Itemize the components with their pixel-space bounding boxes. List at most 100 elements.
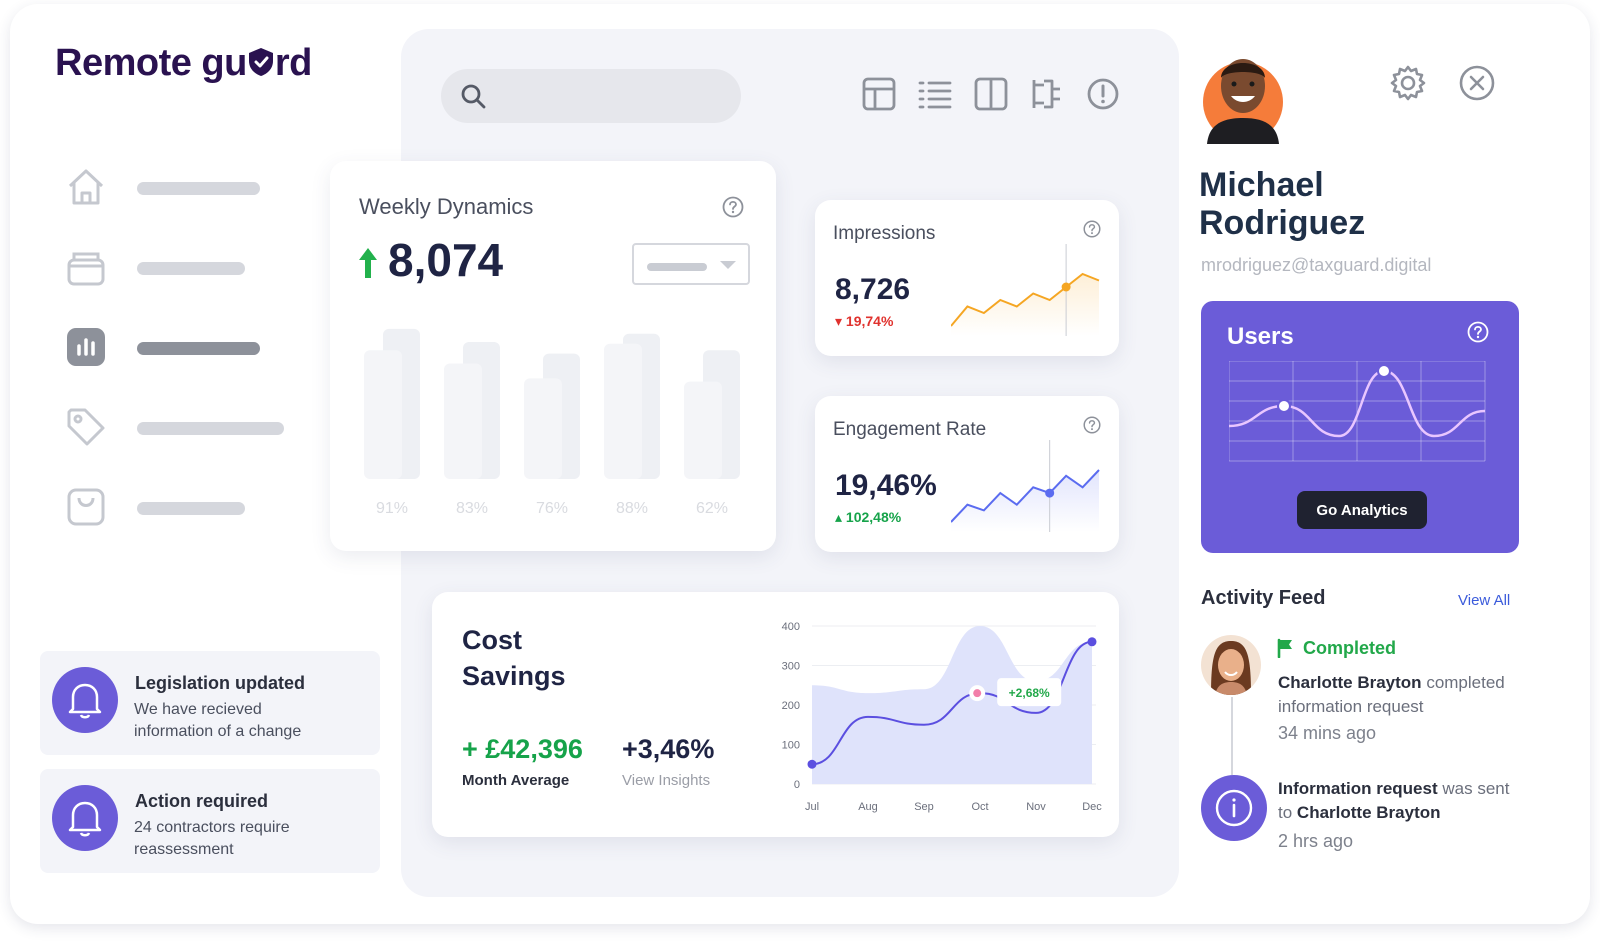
cost-savings-chart: 400 300 200 100 0 Jul Aug Sep Oct Nov Dec +2,68% xyxy=(782,621,1103,813)
sidebar-item-analytics[interactable] xyxy=(65,326,305,370)
line-point[interactable] xyxy=(1087,637,1097,647)
sidebar-item-tags[interactable] xyxy=(65,406,305,450)
sidebar-item-label xyxy=(137,182,260,195)
users-title: Users xyxy=(1227,323,1294,350)
sparkline-area xyxy=(951,470,1099,532)
x-tick-label: Sep xyxy=(914,801,934,813)
avatar[interactable] xyxy=(1201,635,1261,695)
close-icon[interactable] xyxy=(1458,64,1496,102)
weekly-bar-front xyxy=(604,343,642,479)
feed-user[interactable]: Charlotte Brayton xyxy=(1296,803,1441,822)
name-line: Michael xyxy=(1199,166,1324,204)
cost-savings-card: Cost Savings + £42,396 Month Average +3,4… xyxy=(432,592,1119,837)
table-view-icon[interactable] xyxy=(862,77,896,111)
sidebar-item-label xyxy=(137,342,260,355)
weekly-bar-front xyxy=(444,363,482,479)
y-tick-label: 0 xyxy=(794,779,800,791)
search-input[interactable] xyxy=(497,79,727,113)
users-point[interactable] xyxy=(1377,364,1391,378)
gear-icon[interactable] xyxy=(1389,64,1427,102)
delta-value: 102,48% xyxy=(845,509,902,525)
card-title: Weekly Dynamics xyxy=(359,194,534,219)
line-point[interactable] xyxy=(807,759,817,769)
x-tick-label: Aug xyxy=(858,801,878,813)
notification-text: 24 contractors require reassessment xyxy=(134,817,364,861)
impressions-value: 8,726 xyxy=(835,273,911,306)
sidebar-item-storage[interactable] xyxy=(65,246,305,290)
notification-action[interactable]: Action required 24 contractors require re… xyxy=(40,769,380,873)
hover-dot xyxy=(973,689,982,698)
notification-text: We have recieved information of a change xyxy=(134,699,364,743)
caret-up-icon: ▴ xyxy=(835,509,846,525)
tag-icon xyxy=(67,408,105,446)
x-tick-label: Oct xyxy=(971,801,988,813)
weekly-bar-label: 88% xyxy=(616,500,648,517)
help-icon[interactable] xyxy=(1083,220,1101,238)
app-frame: Remote gu rd Legislation updated We have … xyxy=(10,4,1590,924)
chart-tooltip xyxy=(997,678,1062,707)
notification-legislation[interactable]: Legislation updated We have recieved info… xyxy=(40,651,380,755)
logo: Remote gu rd xyxy=(55,42,312,85)
sidebar-item-home[interactable] xyxy=(65,166,305,210)
x-tick-label: Nov xyxy=(1026,801,1046,813)
weekly-bar-label: 62% xyxy=(696,500,728,517)
profile-name: Michael Rodriguez xyxy=(1199,166,1365,242)
info-icon xyxy=(1201,775,1267,841)
home-icon xyxy=(68,169,104,205)
weekly-bar-label: 83% xyxy=(456,500,488,517)
search-bar[interactable] xyxy=(441,69,741,123)
alert-icon[interactable] xyxy=(1086,77,1120,111)
x-tick-label: Jul xyxy=(805,801,819,813)
sidebar-item-orders[interactable] xyxy=(65,486,305,530)
weekly-value: 8,074 xyxy=(388,234,504,286)
view-all-link[interactable]: View All xyxy=(1458,592,1511,609)
engagement-card: Engagement Rate 19,46% ▴ 102,48% xyxy=(815,396,1119,552)
feed-to: to xyxy=(1278,803,1293,822)
columns-view-icon[interactable] xyxy=(974,77,1008,111)
users-point[interactable] xyxy=(1277,399,1291,413)
go-analytics-button[interactable]: Go Analytics xyxy=(1297,491,1427,529)
avatar[interactable] xyxy=(1201,44,1285,144)
help-icon[interactable] xyxy=(722,196,744,218)
feed-bold: Information request xyxy=(1278,779,1438,798)
cost-percent: +3,46% xyxy=(622,734,715,764)
arrow-up-icon xyxy=(359,248,377,278)
profile-email: mrodriguez@taxguard.digital xyxy=(1201,255,1432,275)
box-icon xyxy=(67,252,105,286)
weekly-bar-label: 91% xyxy=(376,500,408,517)
flow-icon[interactable] xyxy=(1030,77,1064,111)
y-tick-label: 100 xyxy=(782,740,800,752)
title-line: Savings xyxy=(462,661,566,691)
weekly-bar-front xyxy=(364,350,402,479)
notification-title: Action required xyxy=(135,791,269,811)
notification-line: information of a change xyxy=(134,723,302,740)
view-insights-link[interactable]: View Insights xyxy=(622,772,711,789)
notification-title: Legislation updated xyxy=(135,673,306,693)
y-tick-label: 200 xyxy=(782,700,800,712)
bar-chart-icon xyxy=(67,328,105,366)
sparkline-point[interactable] xyxy=(1045,488,1055,498)
logo-text-a: Remote gu xyxy=(55,42,247,84)
sparkline-point[interactable] xyxy=(1061,282,1071,292)
weekly-bar-label: 76% xyxy=(536,500,568,517)
sparkline-line xyxy=(951,469,1100,523)
period-dropdown[interactable] xyxy=(632,243,750,285)
help-icon[interactable] xyxy=(1083,416,1101,434)
cost-value-label: Month Average xyxy=(462,772,570,789)
engagement-delta: ▴ 102,48% xyxy=(835,509,901,526)
area-series xyxy=(812,626,1092,784)
weekly-bar-chart: 91% 83% 76% 88% 62% xyxy=(364,328,740,517)
feed-item-text: Charlotte Brayton completed information r… xyxy=(1278,671,1505,719)
help-icon[interactable] xyxy=(1467,321,1489,343)
list-view-icon[interactable] xyxy=(918,77,952,111)
engagement-sparkline xyxy=(951,440,1100,532)
feed-rest: information request xyxy=(1278,697,1424,716)
bag-icon xyxy=(67,488,105,526)
feed-user[interactable]: Charlotte Brayton xyxy=(1278,673,1422,692)
weekly-dynamics-card: Weekly Dynamics 8,074 91% 83% 76% 88% 62% xyxy=(330,161,776,551)
card-title: Impressions xyxy=(833,223,936,244)
feed-verb: completed xyxy=(1426,673,1505,692)
notification-line: We have recieved xyxy=(134,701,262,718)
title-line: Cost xyxy=(462,625,522,655)
engagement-value: 19,46% xyxy=(835,469,937,502)
